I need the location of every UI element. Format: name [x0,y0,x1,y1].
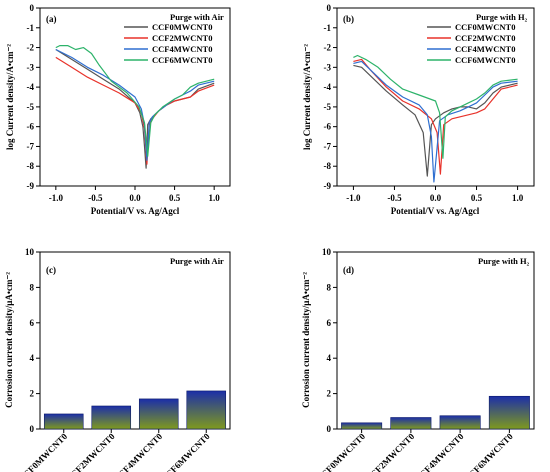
series-line-b-0 [353,64,518,177]
x-tick-label-b: -0.5 [387,193,402,203]
panel-d: 0 2 4 6 8 10 CCF0MWCNT0CCF2MWCNT0CCF4MWCNT0CCF… [301,247,535,472]
x-tick-label-d: CCF0MWCNT0 [315,431,368,472]
y-tick-label-b: -1 [324,23,332,33]
y-tick-label-b: -9 [324,181,332,191]
x-tick-label-b: 0.5 [471,193,483,203]
panel-c: 0 2 4 6 8 10 CCF0MWCNT0CCF2MWCNT0CCF4MWCNT0CCF… [4,247,231,472]
y-tick-label-a: -3 [27,62,35,72]
y-axis-label-c: Corrosion current density/μA•cm⁻² [4,272,14,408]
y-tick-label-b: -6 [324,122,332,132]
series-line-a-0 [55,48,215,169]
x-tick-label-d: CCF6MWCNT0 [462,431,515,472]
legend-label-b-0: CCF0MWCNT0 [455,22,515,32]
bar-d-2 [439,415,481,430]
y-axis-label-a: log Current density/A•cm⁻² [5,44,15,150]
y-tick-label-c: 2 [30,389,35,399]
y-tick-label-c: 10 [25,247,35,257]
bar-c-0 [43,413,84,430]
y-tick-label-a: -9 [27,181,35,191]
y-tick-label-b: -5 [324,102,332,112]
plot-frame-c [39,251,231,430]
y-tick-label-c: 8 [30,282,35,292]
x-tick-label-b: 0.0 [430,193,442,203]
y-tick-label-a: -5 [27,102,35,112]
x-tick-label-d: CCF4MWCNT0 [413,431,466,472]
x-tick-label-a: 0.5 [169,193,181,203]
x-tick-label-c: CCF2MWCNT0 [64,431,117,472]
x-tick-label-b: -1.0 [346,193,361,203]
y-tick-label-a: -7 [27,141,35,151]
y-tick-label-c: 6 [30,318,35,328]
series-line-a-3 [55,44,215,157]
chart-title-b: Purge with H₂ [476,12,528,22]
legend-label-b-3: CCF6MWCNT0 [455,55,515,65]
series-line-b-2 [353,60,518,183]
panel-label-a: (a) [46,14,57,24]
y-tick-label-b: -8 [324,161,332,171]
y-tick-label-d: 0 [327,424,332,434]
y-tick-label-b: 0 [327,3,332,13]
legend-label-b-2: CCF4MWCNT0 [455,44,515,54]
x-tick-label-b: 1.0 [512,193,524,203]
legend-label-a-1: CCF2MWCNT0 [152,33,212,43]
x-tick-label-a: 1.0 [209,193,221,203]
legend-label-a-0: CCF0MWCNT0 [152,22,212,32]
y-tick-label-d: 2 [327,389,332,399]
x-axis-label-a: Potential/V vs. Ag/Agcl [91,206,180,216]
y-tick-label-c: 4 [30,353,35,363]
series-line-a-2 [55,48,215,161]
x-tick-label-a: -0.5 [88,193,103,203]
x-tick-label-c: CCF6MWCNT0 [159,431,212,472]
legend-label-a-2: CCF4MWCNT0 [152,44,212,54]
x-tick-label-c: CCF0MWCNT0 [17,431,70,472]
y-tick-label-d: 8 [327,282,332,292]
legend-label-a-3: CCF6MWCNT0 [152,55,212,65]
panel-b: 0 -1 -2 -3 -4 -5 -6 -7 -8 -9 -1.0 -0.5 0.0 0.5 1.0 (b)… [302,3,535,216]
chart-title-a: Purge with Air [170,12,224,22]
bar-d-1 [390,417,432,430]
y-tick-label-b: -7 [324,141,332,151]
y-tick-label-d: 6 [327,318,332,328]
bar-c-3 [186,390,227,430]
y-tick-label-a: -8 [27,161,35,171]
bar-c-1 [91,405,132,430]
series-line-b-3 [353,54,518,159]
bar-c-2 [138,398,179,430]
y-tick-label-d: 10 [322,247,332,257]
chart-title-d: Purge with H₂ [478,256,530,266]
y-axis-label-d: Corrosion current density/μA•cm⁻² [301,272,311,408]
x-tick-label-d: CCF2MWCNT0 [364,431,417,472]
panel-label-c: (c) [46,265,56,275]
y-axis-label-b: log Current density/A•cm⁻² [302,44,312,150]
y-tick-label-b: -3 [324,62,332,72]
panel-a: 0 -1 -2 -3 -4 -5 -6 -7 -8 -9 -1.0 -0.5 0.0 0.5 1.0 (a)… [5,3,231,216]
y-tick-label-b: -2 [324,43,332,53]
chart-title-c: Purge with Air [170,256,224,266]
y-tick-label-b: -4 [324,82,332,92]
bar-d-0 [341,422,383,430]
x-axis-label-b: Potential/V vs. Ag/Agcl [391,206,480,216]
y-tick-label-a: -6 [27,122,35,132]
panel-label-b: (b) [343,14,354,24]
bar-d-3 [488,395,530,430]
legend-label-b-1: CCF2MWCNT0 [455,33,515,43]
plot-frame-d [336,251,535,430]
series-line-a-1 [55,56,215,165]
y-tick-label-a: -2 [27,43,35,53]
y-tick-label-d: 4 [327,353,332,363]
x-tick-label-c: CCF4MWCNT0 [112,431,165,472]
panel-label-d: (d) [343,265,354,275]
x-tick-label-a: 0.0 [129,193,141,203]
y-tick-label-a: -4 [27,82,35,92]
y-tick-label-c: 0 [30,424,35,434]
x-tick-label-a: -1.0 [49,193,64,203]
y-tick-label-a: 0 [30,3,35,13]
y-tick-label-a: -1 [27,23,35,33]
